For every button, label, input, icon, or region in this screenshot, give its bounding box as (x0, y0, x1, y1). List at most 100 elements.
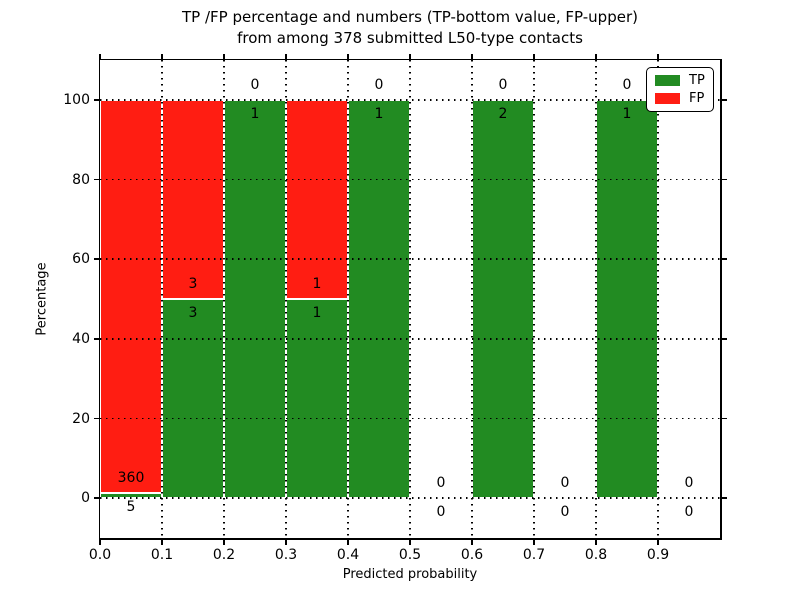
y-tick-left (93, 258, 99, 260)
x-tick-top (285, 53, 287, 59)
bar-tp-segment (472, 99, 534, 499)
y-tick-right (721, 497, 727, 499)
top-spine (98, 58, 722, 60)
tp-count-label: 2 (498, 105, 508, 122)
x-tick-bottom (285, 539, 287, 545)
x-tick-top (595, 53, 597, 59)
fp-count-label: 0 (374, 76, 384, 93)
x-tick-label: 0.0 (88, 547, 112, 563)
x-tick-top (99, 53, 101, 59)
y-tick-label: 60 (72, 251, 90, 268)
fp-count-label: 360 (117, 469, 145, 486)
y-tick-left (93, 497, 99, 499)
fp-count-label: 0 (498, 76, 508, 93)
tp-count-label: 1 (622, 105, 632, 122)
fp-count-label: 0 (436, 475, 446, 492)
grid-layer (100, 60, 720, 538)
legend-row-tp: TP (655, 74, 705, 87)
x-tick-label: 0.4 (336, 547, 360, 563)
right-spine (720, 58, 722, 540)
y-tick-left (93, 417, 99, 420)
y-tick-left (93, 338, 99, 340)
legend-row-fp: FP (655, 92, 705, 105)
x-tick-bottom (409, 539, 411, 545)
v-gridline (161, 60, 163, 538)
x-tick-label: 0.1 (150, 547, 174, 563)
y-tick-label: 80 (72, 171, 90, 188)
v-gridline (223, 60, 225, 538)
y-axis-label: Percentage (34, 262, 50, 336)
bar-tp-segment (596, 99, 658, 499)
y-tick-right (721, 338, 727, 340)
fp-count-label: 3 (188, 276, 198, 292)
y-tick-right (721, 178, 727, 181)
chart-title-line1: TP /FP percentage and numbers (TP-bottom… (182, 8, 638, 26)
x-tick-top (533, 53, 535, 59)
tp-count-label: 5 (126, 498, 136, 515)
x-tick-bottom (533, 539, 535, 545)
x-axis-label: Predicted probability (342, 567, 478, 582)
x-tick-bottom (657, 539, 659, 545)
y-tick-left (93, 178, 99, 181)
v-gridline (347, 60, 349, 538)
v-gridline (409, 60, 411, 538)
x-tick-top (161, 53, 163, 59)
fp-count-label: 0 (250, 76, 260, 93)
x-tick-top (223, 53, 225, 59)
y-tick-label: 100 (63, 91, 90, 108)
chart-title-line2: from among 378 submitted L50-type contac… (237, 29, 583, 47)
tp-count-label: 1 (374, 105, 384, 122)
x-tick-bottom (99, 539, 101, 545)
chart-title: TP /FP percentage and numbers (TP-bottom… (100, 7, 720, 49)
left-spine (98, 58, 100, 540)
x-tick-top (347, 53, 349, 59)
tp-count-label: 3 (188, 305, 198, 321)
v-gridline (595, 60, 597, 538)
x-tick-bottom (223, 539, 225, 545)
x-tick-bottom (471, 539, 473, 545)
y-tick-right (721, 258, 727, 260)
fp-swatch-icon (655, 93, 680, 104)
axes-layer: 0.0 0.1 0.2 0.3 0.4 0.5 0.6 0.7 0.8 0.9 0 20 40 60 80 1… (63, 53, 727, 563)
y-tick-label: 0 (81, 490, 90, 507)
fp-count-label: 0 (622, 76, 632, 93)
v-gridline (657, 60, 659, 538)
x-tick-top (471, 53, 473, 59)
x-tick-top (409, 53, 411, 59)
tp-count-label: 0 (684, 504, 694, 521)
legend-label-fp: FP (689, 91, 705, 106)
tp-count-label: 1 (250, 105, 260, 122)
legend: TP FP (646, 67, 714, 112)
x-tick-bottom (595, 539, 597, 545)
x-tick-label: 0.7 (522, 547, 546, 563)
x-tick-bottom (347, 539, 349, 545)
fp-count-label: 0 (684, 475, 694, 492)
fp-count-label: 0 (560, 475, 570, 492)
y-tick-right (721, 417, 727, 420)
plot-area: 360 5 3 3 0 1 1 1 0 1 0 0 0 2 0 0 0 1 0 0 0.0 0.1 0.2 0.3 0.4 0.… (63, 53, 727, 563)
x-tick-top (657, 53, 659, 59)
v-gridline (533, 60, 535, 538)
bottom-spine (98, 538, 722, 540)
legend-label-tp: TP (689, 73, 705, 88)
x-tick-label: 0.6 (460, 547, 484, 563)
tp-count-label: 0 (560, 504, 570, 521)
tp-count-label: 1 (312, 305, 322, 321)
x-tick-label: 0.5 (398, 547, 422, 563)
x-tick-bottom (161, 539, 163, 545)
bars-layer (100, 60, 720, 538)
y-tick-left (93, 99, 99, 101)
y-tick-label: 40 (72, 330, 90, 347)
x-tick-label: 0.3 (274, 547, 298, 563)
x-tick-label: 0.2 (212, 547, 236, 563)
v-gridline (285, 60, 287, 538)
x-tick-label: 0.9 (646, 547, 670, 563)
annotations-layer: 360 5 3 3 0 1 1 1 0 1 0 0 0 2 0 0 0 1 0 0 (100, 60, 720, 538)
x-tick-label: 0.8 (584, 547, 608, 563)
bar-fp-segment (286, 99, 348, 299)
v-gridline (471, 60, 473, 538)
tp-swatch-icon (655, 75, 680, 86)
bar-tp-segment (348, 99, 410, 499)
tp-count-label: 0 (436, 504, 446, 521)
